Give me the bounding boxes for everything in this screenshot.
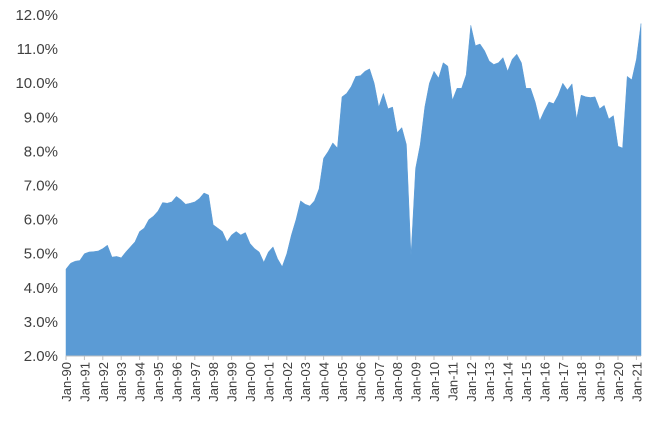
x-tick-label: Jan-20	[611, 362, 626, 402]
y-tick-label: 8.0%	[24, 143, 58, 160]
x-tick-label: Jan-04	[317, 362, 332, 402]
y-tick-label: 4.0%	[24, 280, 58, 297]
x-tick-label: Jan-05	[335, 362, 350, 402]
x-tick-label: Jan-19	[593, 362, 608, 402]
x-tick-label: Jan-90	[59, 362, 74, 402]
y-tick-label: 7.0%	[24, 178, 58, 195]
y-tick-label: 12.0%	[15, 7, 58, 24]
x-tick-label: Jan-98	[206, 362, 221, 402]
y-tick-label: 5.0%	[24, 246, 58, 263]
x-tick-label: Jan-09	[409, 362, 424, 402]
series-area	[65, 23, 642, 357]
x-tick-label: Jan-94	[133, 362, 148, 402]
x-tick-label: Jan-17	[556, 362, 571, 402]
x-tick-label: Jan-08	[390, 362, 405, 402]
x-tick-label: Jan-21	[629, 362, 644, 402]
x-tick-label: Jan-10	[427, 362, 442, 402]
x-tick-label: Jan-18	[574, 362, 589, 402]
x-tick-label: Jan-12	[464, 362, 479, 402]
x-tick-label: Jan-11	[445, 362, 460, 401]
x-tick-label: Jan-15	[519, 362, 534, 402]
x-tick-label: Jan-92	[96, 362, 111, 402]
x-tick-label: Jan-13	[482, 362, 497, 402]
x-tick-label: Jan-06	[353, 362, 368, 402]
y-tick-label: 10.0%	[15, 75, 58, 92]
x-tick-label: Jan-95	[151, 362, 166, 402]
x-tick-label: Jan-01	[261, 362, 276, 402]
x-tick-label: Jan-16	[537, 362, 552, 402]
y-tick-label: 9.0%	[24, 109, 58, 126]
x-tick-label: Jan-02	[280, 362, 295, 402]
x-tick-label: Jan-14	[501, 362, 516, 402]
y-tick-label: 11.0%	[17, 41, 58, 58]
x-tick-label: Jan-07	[372, 362, 387, 402]
y-tick-label: 3.0%	[24, 314, 58, 331]
x-tick-label: Jan-00	[243, 362, 258, 402]
x-tick-label: Jan-91	[77, 362, 92, 402]
y-tick-label: 2.0%	[24, 348, 58, 365]
x-tick-label: Jan-99	[225, 362, 240, 402]
y-tick-label: 6.0%	[24, 212, 58, 229]
y-axis: 2.0% 3.0% 4.0% 5.0% 6.0% 7.0% 8.0% 9.0% 10.0% 11.…	[15, 7, 58, 365]
x-tick-label: Jan-93	[114, 362, 129, 402]
plot-area	[65, 23, 642, 357]
x-axis: Jan-90 Jan-91 Jan-92 Jan-93 Jan-94 Jan-95 Jan-…	[59, 355, 644, 402]
x-tick-label: Jan-03	[298, 362, 313, 402]
x-tick-label: Jan-96	[169, 362, 184, 402]
x-tick-label: Jan-97	[188, 362, 203, 402]
